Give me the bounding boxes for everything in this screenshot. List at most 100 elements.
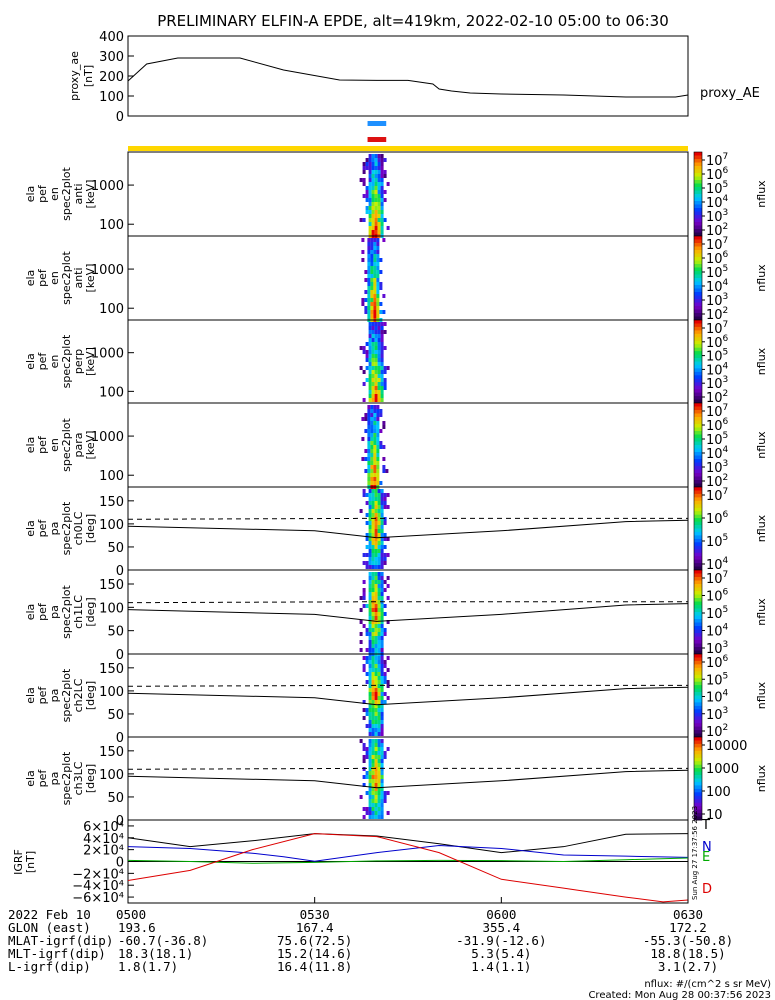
- spectrogram-cell: [376, 477, 380, 481]
- spectrogram-cell: [377, 612, 381, 616]
- spectrogram-cell: [383, 170, 387, 174]
- spectrogram-cell: [379, 441, 383, 445]
- panel-1-ctick-label: 106: [706, 166, 729, 183]
- spectrogram-cell: [362, 664, 366, 668]
- spectrogram-cell: [368, 521, 372, 525]
- spectrogram-cell: [374, 576, 378, 580]
- spectrogram-cell: [370, 405, 374, 409]
- spectrogram-cell: [368, 811, 372, 815]
- spectrogram-cell: [386, 182, 390, 186]
- spectrogram-cell: [362, 668, 366, 672]
- colorbar-cell: [694, 487, 702, 491]
- spectrogram-cell: [380, 799, 384, 803]
- spectrogram-cell: [383, 672, 387, 676]
- colorbar-cell: [694, 410, 702, 414]
- colorbar-cell: [694, 152, 702, 156]
- spectrogram-cell: [368, 739, 372, 743]
- spectrogram-cell: [380, 505, 384, 509]
- spectrogram-cell: [373, 421, 377, 425]
- spectrogram-cell: [374, 724, 378, 728]
- panel-8-ylabel: spec2plot: [60, 751, 73, 805]
- colorbar-cell: [694, 368, 702, 373]
- spectrogram-cell: [377, 791, 381, 795]
- spectrogram-cell: [370, 258, 374, 262]
- spectrogram-cell: [364, 310, 368, 314]
- colorbar-cell: [694, 598, 702, 602]
- colorbar-cell: [694, 802, 702, 807]
- spectrogram-cell: [376, 465, 380, 469]
- spectrogram-cell: [371, 346, 375, 350]
- spectrogram-cell: [364, 270, 368, 274]
- spectrogram-cell: [368, 513, 372, 517]
- spectrogram-cell: [368, 493, 372, 497]
- spectrogram-cell: [380, 170, 384, 174]
- colorbar-cell: [694, 629, 702, 634]
- spectrogram-cell: [373, 262, 377, 266]
- spectrogram-cell: [376, 254, 380, 258]
- spectrogram-cell: [368, 533, 372, 537]
- spectrogram-cell: [371, 720, 375, 724]
- ae-series-line: [127, 57, 689, 98]
- colorbar-cell: [694, 754, 702, 759]
- spectrogram-cell: [367, 465, 371, 469]
- spectrogram-cell: [371, 779, 375, 783]
- spectrogram-cell: [371, 620, 375, 624]
- panel-5-ctick-label: 104: [706, 556, 729, 573]
- spectrogram-cell: [368, 497, 372, 501]
- event-bar-blue: [367, 121, 387, 126]
- spectrogram-cell: [370, 409, 374, 413]
- colorbar-cell: [694, 323, 702, 328]
- spectrogram-cell: [383, 751, 387, 755]
- spectrogram-cell: [368, 525, 372, 529]
- spectrogram-cell: [383, 501, 387, 505]
- colorbar-cell: [694, 462, 702, 467]
- colorbar-cell: [694, 647, 702, 651]
- spectrogram-cell: [371, 162, 375, 166]
- panel-8-loss-cone-line: [127, 769, 689, 789]
- spectrogram-cell: [380, 771, 384, 775]
- spectrogram-cell: [364, 413, 368, 417]
- spectrogram-cell: [367, 254, 371, 258]
- spectrogram-cell: [380, 696, 384, 700]
- colorbar-cell: [694, 257, 702, 261]
- spectrogram-cell: [371, 803, 375, 807]
- spectrogram-cell: [367, 302, 371, 306]
- spectrogram-cell: [373, 314, 377, 318]
- colorbar-cell: [694, 250, 702, 254]
- colorbar-cell: [694, 636, 702, 641]
- spectrogram-cell: [370, 302, 374, 306]
- spectrogram-cell: [371, 158, 375, 162]
- spectrogram-cell: [370, 242, 374, 246]
- spectrogram-cell: [370, 314, 374, 318]
- panel-2-ylabel: [keV]: [84, 264, 97, 293]
- spectrogram-cell: [374, 545, 378, 549]
- colorbar-cell: [694, 459, 702, 463]
- spectrogram-cell: [377, 739, 381, 743]
- spectrogram-cell: [374, 767, 378, 771]
- spectrogram-cell: [359, 218, 363, 222]
- spectrogram-cell: [361, 302, 365, 306]
- panel-5-ytick-label: 100: [99, 518, 124, 533]
- panel-8-ctick-label: 10: [706, 808, 723, 823]
- panel-4-ylabel: ela: [24, 437, 37, 454]
- spectrogram-cell: [385, 469, 389, 473]
- spectrogram-cell: [374, 174, 378, 178]
- spectrogram-cell: [368, 724, 372, 728]
- spectrogram-cell: [377, 640, 381, 644]
- spectrogram-cell: [365, 186, 369, 190]
- spectrogram-cell: [368, 632, 372, 636]
- colorbar-cell: [694, 292, 702, 296]
- spectrogram-cell: [383, 370, 387, 374]
- igrf-ytick-label: 2×10⁴: [83, 844, 124, 859]
- spectrogram-cell: [380, 346, 384, 350]
- colorbar-cell: [694, 538, 702, 543]
- panel-8-ylabel: ch3LC: [72, 761, 85, 795]
- spectrogram-cell: [374, 779, 378, 783]
- spectrogram-cell: [359, 648, 363, 652]
- spectrogram-cell: [371, 230, 375, 234]
- spectrogram-cell: [365, 565, 369, 569]
- spectrogram-cell: [383, 378, 387, 382]
- panel-6-ylabel: spec2plot: [60, 585, 73, 639]
- panel-1-ylabel: [keV]: [84, 180, 97, 209]
